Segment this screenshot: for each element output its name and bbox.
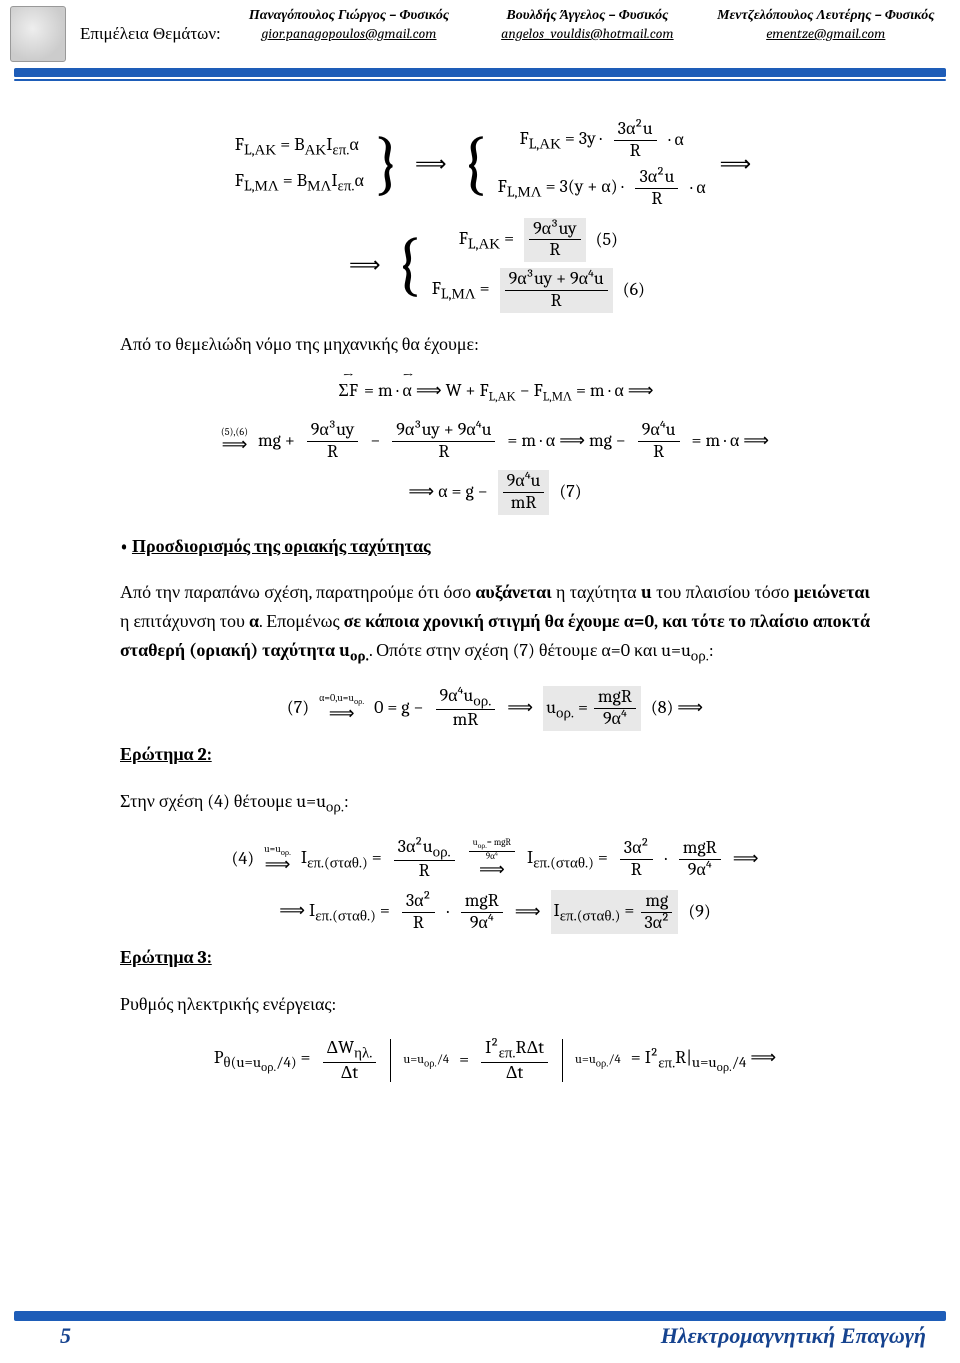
- question-3-head: Ερώτημα 3:: [120, 944, 870, 973]
- logo-placeholder: [10, 6, 66, 62]
- footer-title: Ηλεκτρομαγνητική Επαγωγή: [661, 1323, 926, 1349]
- equation-block-2: ⟹ { FL,ΑΚ = 9α³uyR (5) FL,ΜΛ = 9α³uy + 9…: [120, 218, 870, 313]
- author-1: Παναγόπουλος Γιώργος – Φυσικός gior.pana…: [235, 6, 463, 44]
- footer-bar: [14, 1311, 946, 1321]
- paragraph-1: Από το θεμελιώδη νόμο της μηχανικής θα έ…: [120, 331, 870, 360]
- author-3: Μεντζελόπουλος Λευτέρης – Φυσικός ementz…: [712, 6, 940, 44]
- question-3-line: Ρυθμός ηλεκτρικής ενέργειας:: [120, 991, 870, 1020]
- header-bar: [14, 68, 946, 78]
- equation-3-line1: ΣF ΣF = m · α ⟹ W + FL,ΑΚ − FL,ΜΛ = m · …: [120, 377, 870, 408]
- equation-6: ⟹ Iεπ.(σταθ.) = 3α²R · mgR9α⁴ ⟹ Iεπ.(στα…: [120, 890, 870, 934]
- paragraph-2: Από την παραπάνω σχέση, παρατηρούμε ότι …: [120, 579, 870, 667]
- question-2-line: Στην σχέση (4) θέτουμε u=uορ.:: [120, 788, 870, 819]
- bullet-1: Προσδιορισμός της οριακής ταχύτητας: [120, 533, 870, 562]
- header: Επιμέλεια Θεμάτων: Παναγόπουλος Γιώργος …: [0, 0, 960, 66]
- equation-3-line3: ⟹ α = g − 9α⁴umR (7): [120, 470, 870, 514]
- equation-3-line2: (5),(6)⟹ mg + 9α³uyR − 9α³uy + 9α⁴uR = m…: [120, 416, 870, 462]
- equation-block-1: FL,ΑΚ = BΑΚIεπ.α FL,ΜΛ = BΜΛIεπ.α } ⟹ { …: [120, 119, 870, 210]
- question-2-head: Ερώτημα 2:: [120, 741, 870, 770]
- header-label: Επιμέλεια Θεμάτων:: [76, 24, 225, 44]
- page-number: 5: [60, 1323, 71, 1349]
- equation-4: (7) α=0,u=uορ.⟹ 0 = g − 9α⁴uορ.mR ⟹ uορ.…: [120, 686, 870, 732]
- content: FL,ΑΚ = BΑΚIεπ.α FL,ΜΛ = BΜΛIεπ.α } ⟹ { …: [0, 81, 960, 1102]
- footer: 5 Ηλεκτρομαγνητική Επαγωγή: [14, 1311, 946, 1349]
- author-2: Βουλδής Άγγελος – Φυσικός angelos_vouldi…: [473, 6, 701, 44]
- equation-7: Pθ(u=uορ./4) = ΔWηλ.Δt u=uορ./4 = I²επ.R…: [120, 1038, 870, 1084]
- equation-5: (4) u=uορ.⟹ Iεπ.(σταθ.) = 3α²uορ.R uορ.=…: [120, 837, 870, 883]
